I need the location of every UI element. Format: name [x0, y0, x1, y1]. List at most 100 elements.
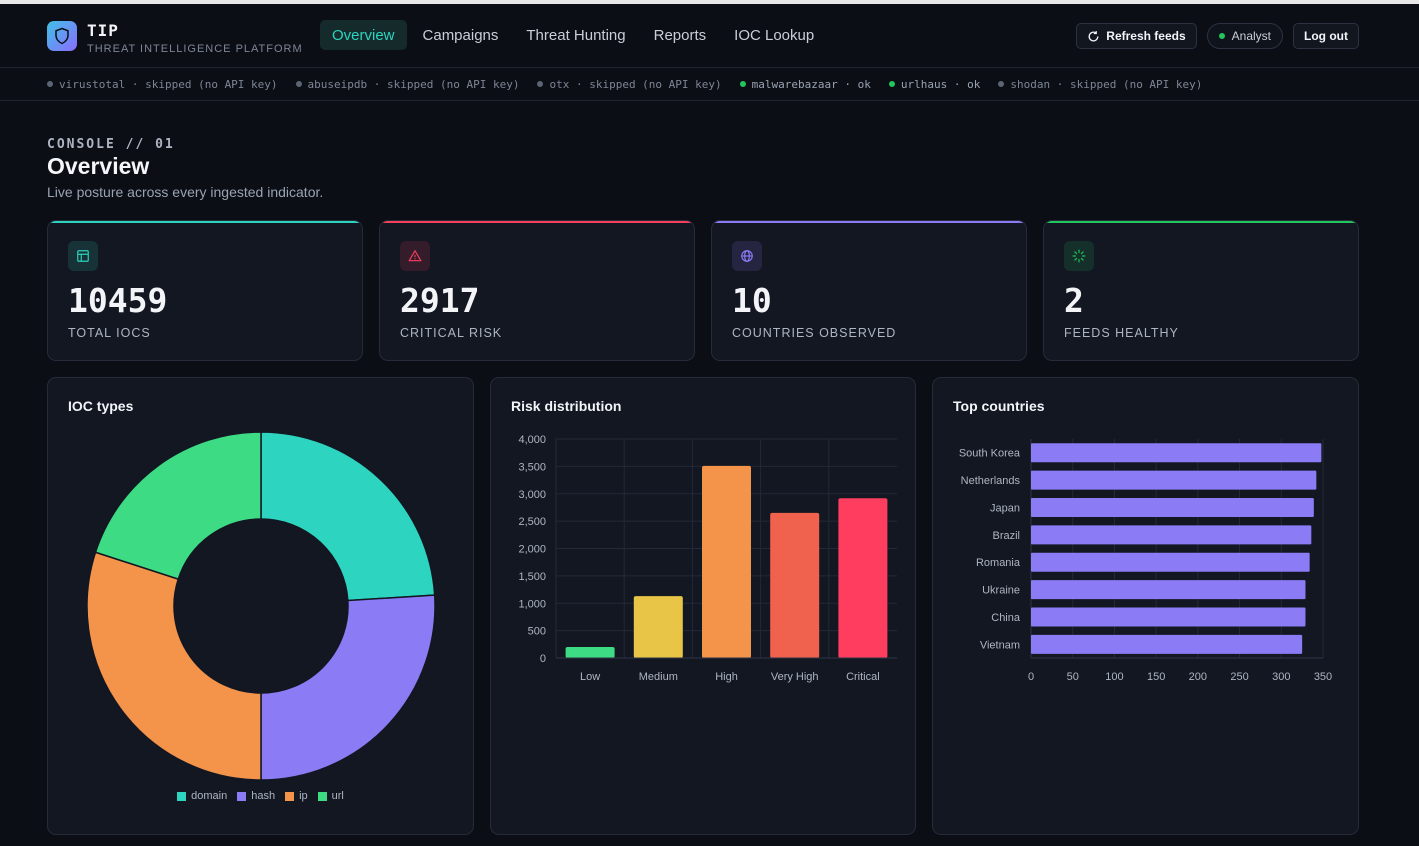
x-tick-label: 100 [1105, 671, 1123, 683]
feed-status-dot [537, 81, 544, 87]
feed-status-item: malwarebazaar · ok [739, 78, 871, 91]
brand-name: TIP [87, 21, 119, 40]
country-bar [1031, 580, 1306, 600]
stat-icon-box [68, 241, 98, 271]
card-accent [48, 221, 362, 223]
nav-ioc-lookup[interactable]: IOC Lookup [734, 27, 815, 44]
logout-button[interactable]: Log out [1293, 23, 1359, 49]
role-badge: Analyst [1206, 23, 1284, 49]
legend-item: hash [237, 790, 275, 802]
legend-swatch [285, 791, 295, 801]
globe-icon [741, 250, 753, 262]
country-bar [1031, 634, 1303, 654]
stat-label: TOTAL IOCS [68, 326, 151, 340]
shield-icon [55, 27, 69, 45]
stat-value: 10459 [68, 281, 168, 320]
logo [47, 21, 77, 51]
feed-status-text: otx · skipped (no API key) [549, 77, 722, 91]
feed-status-item: shodan · skipped (no API key) [998, 78, 1202, 91]
risk-distribution-bar-chart: 0 500 1,000 1,500 2,000 2,500 3,000 3,500 4,000 L… [518, 434, 897, 683]
stat-card-critical-risk: 2917 CRITICAL RISK [379, 220, 695, 361]
brand: TIP THREAT INTELLIGENCE PLATFORM [87, 21, 303, 55]
y-tick-label: 1,500 [518, 571, 546, 583]
refresh-feeds-button[interactable]: Refresh feeds [1076, 23, 1197, 49]
y-tick-label: South Korea [959, 448, 1021, 460]
x-tick-label: 0 [1028, 671, 1034, 683]
risk-bar-very-high [770, 512, 820, 658]
role-label: Analyst [1231, 29, 1272, 43]
stat-icon-box [1064, 241, 1094, 271]
panel-title: Top countries [953, 398, 1045, 414]
y-tick-label: 3,500 [518, 461, 546, 473]
stat-label: CRITICAL RISK [400, 326, 503, 340]
legend-item: ip [285, 790, 308, 802]
warning-icon [408, 250, 422, 262]
stat-value: 2917 [400, 281, 480, 320]
stat-card-countries: 10 COUNTRIES OBSERVED [711, 220, 1027, 361]
panel-title: IOC types [68, 398, 134, 414]
donut-slice-domain [260, 431, 436, 602]
country-bar [1031, 552, 1310, 572]
feed-status-dot [47, 81, 53, 87]
layout-icon [77, 250, 89, 262]
stat-icon-box [400, 241, 430, 271]
stat-card-feeds-healthy: 2 FEEDS HEALTHY [1043, 220, 1359, 361]
y-tick-label: 1,000 [518, 598, 546, 610]
x-tick-label: 50 [1067, 671, 1079, 683]
x-tick-label: High [715, 671, 738, 683]
header-actions: Refresh feeds Analyst Log out [1076, 23, 1359, 49]
main-nav: Overview Campaigns Threat Hunting Reports IO… [320, 20, 826, 50]
y-tick-label: China [991, 612, 1021, 624]
x-tick-label: Low [580, 671, 600, 683]
y-tick-label: 2,000 [518, 544, 546, 556]
feed-status-text: urlhaus · ok [900, 77, 981, 91]
x-tick-label: Critical [846, 671, 880, 683]
legend-swatch [237, 791, 247, 801]
country-bar [1031, 607, 1306, 627]
card-accent [380, 221, 694, 223]
legend-label: url [331, 790, 344, 802]
feed-status-text: abuseipdb · skipped (no API key) [307, 77, 520, 91]
card-accent [1044, 221, 1358, 223]
stat-value: 2 [1064, 281, 1084, 320]
top-countries-bar-chart: 0 50 100 150 200 250 300 350 South Korea Netherla… [959, 439, 1332, 683]
logout-label: Log out [1304, 29, 1348, 43]
feed-status-dot [739, 81, 746, 87]
risk-bar-low [565, 647, 615, 658]
x-tick-label: 200 [1189, 671, 1207, 683]
y-tick-label: 2,500 [518, 516, 546, 528]
risk-bar-medium [633, 596, 683, 658]
legend-label: hash [251, 790, 276, 802]
y-tick-label: Brazil [992, 530, 1020, 542]
legend-item: url [317, 790, 344, 802]
nav-threat-hunting[interactable]: Threat Hunting [526, 27, 626, 44]
legend-label: domain [191, 790, 228, 802]
stat-value: 10 [732, 281, 772, 320]
legend-item: domain [177, 790, 227, 802]
y-tick-label: 4,000 [518, 434, 546, 446]
status-dot [1218, 33, 1225, 39]
feed-status-item: abuseipdb · skipped (no API key) [295, 77, 520, 91]
feed-status-text: virustotal · skipped (no API key) [59, 77, 278, 91]
feed-status-text: shodan · skipped (no API key) [1010, 77, 1203, 91]
nav-reports[interactable]: Reports [653, 27, 707, 44]
risk-bar-critical [838, 498, 888, 658]
country-bar [1031, 443, 1322, 463]
risk-distribution-panel: Risk distribution 0 500 1,000 1,500 2,000 2,5… [490, 377, 916, 835]
x-tick-label: 300 [1272, 671, 1290, 683]
card-accent [712, 221, 1026, 223]
page-eyebrow: CONSOLE // 01 [47, 137, 175, 152]
x-tick-label: Medium [639, 671, 678, 683]
nav-overview[interactable]: Overview [320, 20, 407, 50]
y-tick-label: 500 [528, 626, 546, 638]
nav-campaigns[interactable]: Campaigns [422, 27, 499, 44]
page-title: Overview [47, 153, 150, 179]
x-tick-label: 250 [1230, 671, 1248, 683]
window-top-strip [0, 0, 1419, 4]
y-tick-label: 3,000 [518, 489, 546, 501]
chart-legend: domain hash ip url [48, 790, 473, 802]
feed-status-dot [295, 81, 302, 87]
feed-status-dot [888, 81, 895, 87]
stat-label: FEEDS HEALTHY [1064, 326, 1179, 340]
country-bar [1031, 470, 1317, 490]
